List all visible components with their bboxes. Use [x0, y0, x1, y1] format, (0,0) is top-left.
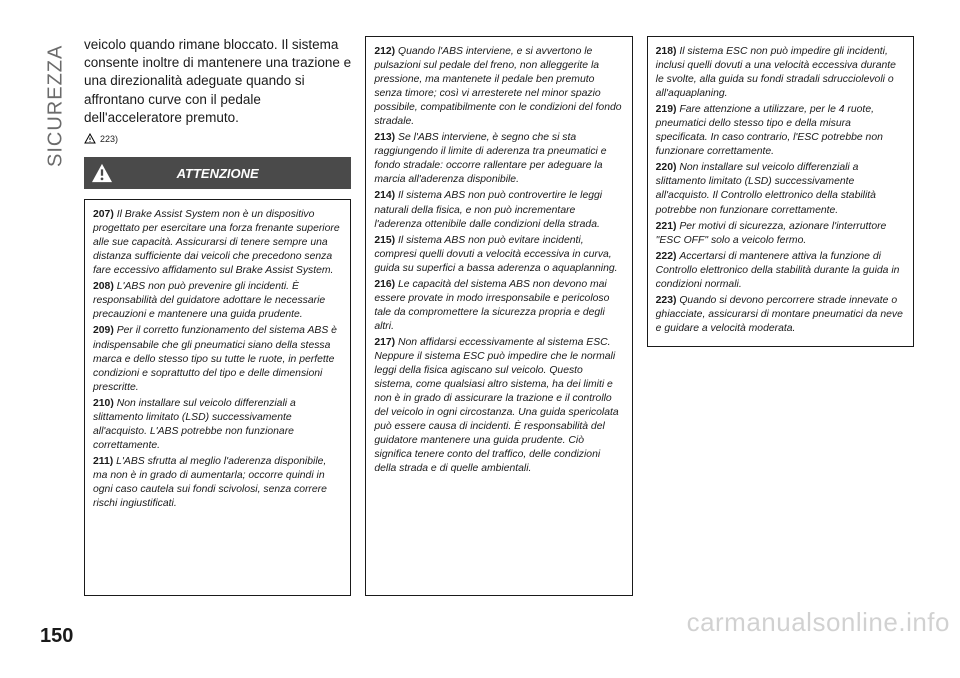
- note-number: 220): [656, 162, 680, 173]
- note-item: 214) Il sistema ABS non può controvertir…: [374, 189, 623, 231]
- note-item: 212) Quando l'ABS interviene, e si avver…: [374, 45, 623, 129]
- section-tab: SICUREZZA: [40, 36, 72, 176]
- intro-text: veicolo quando rimane bloccato. Il siste…: [84, 36, 351, 127]
- note-item: 207) Il Brake Assist System non è un dis…: [93, 208, 342, 278]
- note-item: 221) Per motivi di sicurezza, azionare l…: [656, 220, 905, 248]
- note-item: 223) Quando si devono percorrere strade …: [656, 294, 905, 336]
- note-item: 215) Il sistema ABS non può evitare inci…: [374, 234, 623, 276]
- note-item: 211) L'ABS sfrutta al meglio l'aderenza …: [93, 455, 342, 511]
- attention-icon: [84, 163, 120, 183]
- note-number: 223): [656, 295, 680, 306]
- column-1: veicolo quando rimane bloccato. Il siste…: [84, 36, 351, 596]
- note-item: 213) Se l'ABS interviene, è segno che si…: [374, 131, 623, 187]
- page: SICUREZZA veicolo quando rimane bloccato…: [40, 36, 920, 642]
- watermark: carmanualsonline.info: [687, 607, 950, 638]
- intro-ref-num: 223): [100, 134, 118, 144]
- note-number: 214): [374, 190, 398, 201]
- note-item: 209) Per il corretto funzionamento del s…: [93, 324, 342, 394]
- note-item: 222) Accertarsi di mantenere attiva la f…: [656, 250, 905, 292]
- note-item: 218) Il sistema ESC non può impedire gli…: [656, 45, 905, 101]
- note-number: 212): [374, 46, 398, 57]
- note-number: 216): [374, 279, 398, 290]
- page-number: 150: [40, 625, 73, 648]
- column-3: 218) Il sistema ESC non può impedire gli…: [647, 36, 914, 596]
- note-number: 207): [93, 209, 117, 220]
- notes-box-1: 207) Il Brake Assist System non è un dis…: [84, 199, 351, 596]
- note-number: 209): [93, 325, 117, 336]
- attention-header: ATTENZIONE: [84, 157, 351, 189]
- note-number: 210): [93, 398, 117, 409]
- page-outer: SICUREZZA veicolo quando rimane bloccato…: [0, 0, 960, 678]
- note-item: 216) Le capacità del sistema ABS non dev…: [374, 278, 623, 334]
- note-number: 211): [93, 456, 116, 467]
- note-number: 218): [656, 46, 680, 57]
- note-item: 208) L'ABS non può prevenire gli inciden…: [93, 280, 342, 322]
- note-number: 208): [93, 281, 117, 292]
- intro-footnote-ref: 223): [84, 133, 351, 145]
- note-item: 220) Non installare sul veicolo differen…: [656, 161, 905, 217]
- note-item: 217) Non affidarsi eccessivamente al sis…: [374, 336, 623, 476]
- attention-label: ATTENZIONE: [120, 166, 351, 181]
- note-number: 215): [374, 235, 398, 246]
- notes-box-3: 218) Il sistema ESC non può impedire gli…: [647, 36, 914, 347]
- warning-icon: [84, 133, 96, 145]
- note-number: 219): [656, 104, 680, 115]
- content-columns: veicolo quando rimane bloccato. Il siste…: [84, 36, 914, 596]
- column-2: 212) Quando l'ABS interviene, e si avver…: [365, 36, 632, 596]
- notes-box-2: 212) Quando l'ABS interviene, e si avver…: [365, 36, 632, 596]
- note-number: 221): [656, 221, 680, 232]
- note-item: 210) Non installare sul veicolo differen…: [93, 397, 342, 453]
- note-number: 222): [656, 251, 680, 262]
- note-number: 213): [374, 132, 398, 143]
- note-item: 219) Fare attenzione a utilizzare, per l…: [656, 103, 905, 159]
- note-number: 217): [374, 337, 398, 348]
